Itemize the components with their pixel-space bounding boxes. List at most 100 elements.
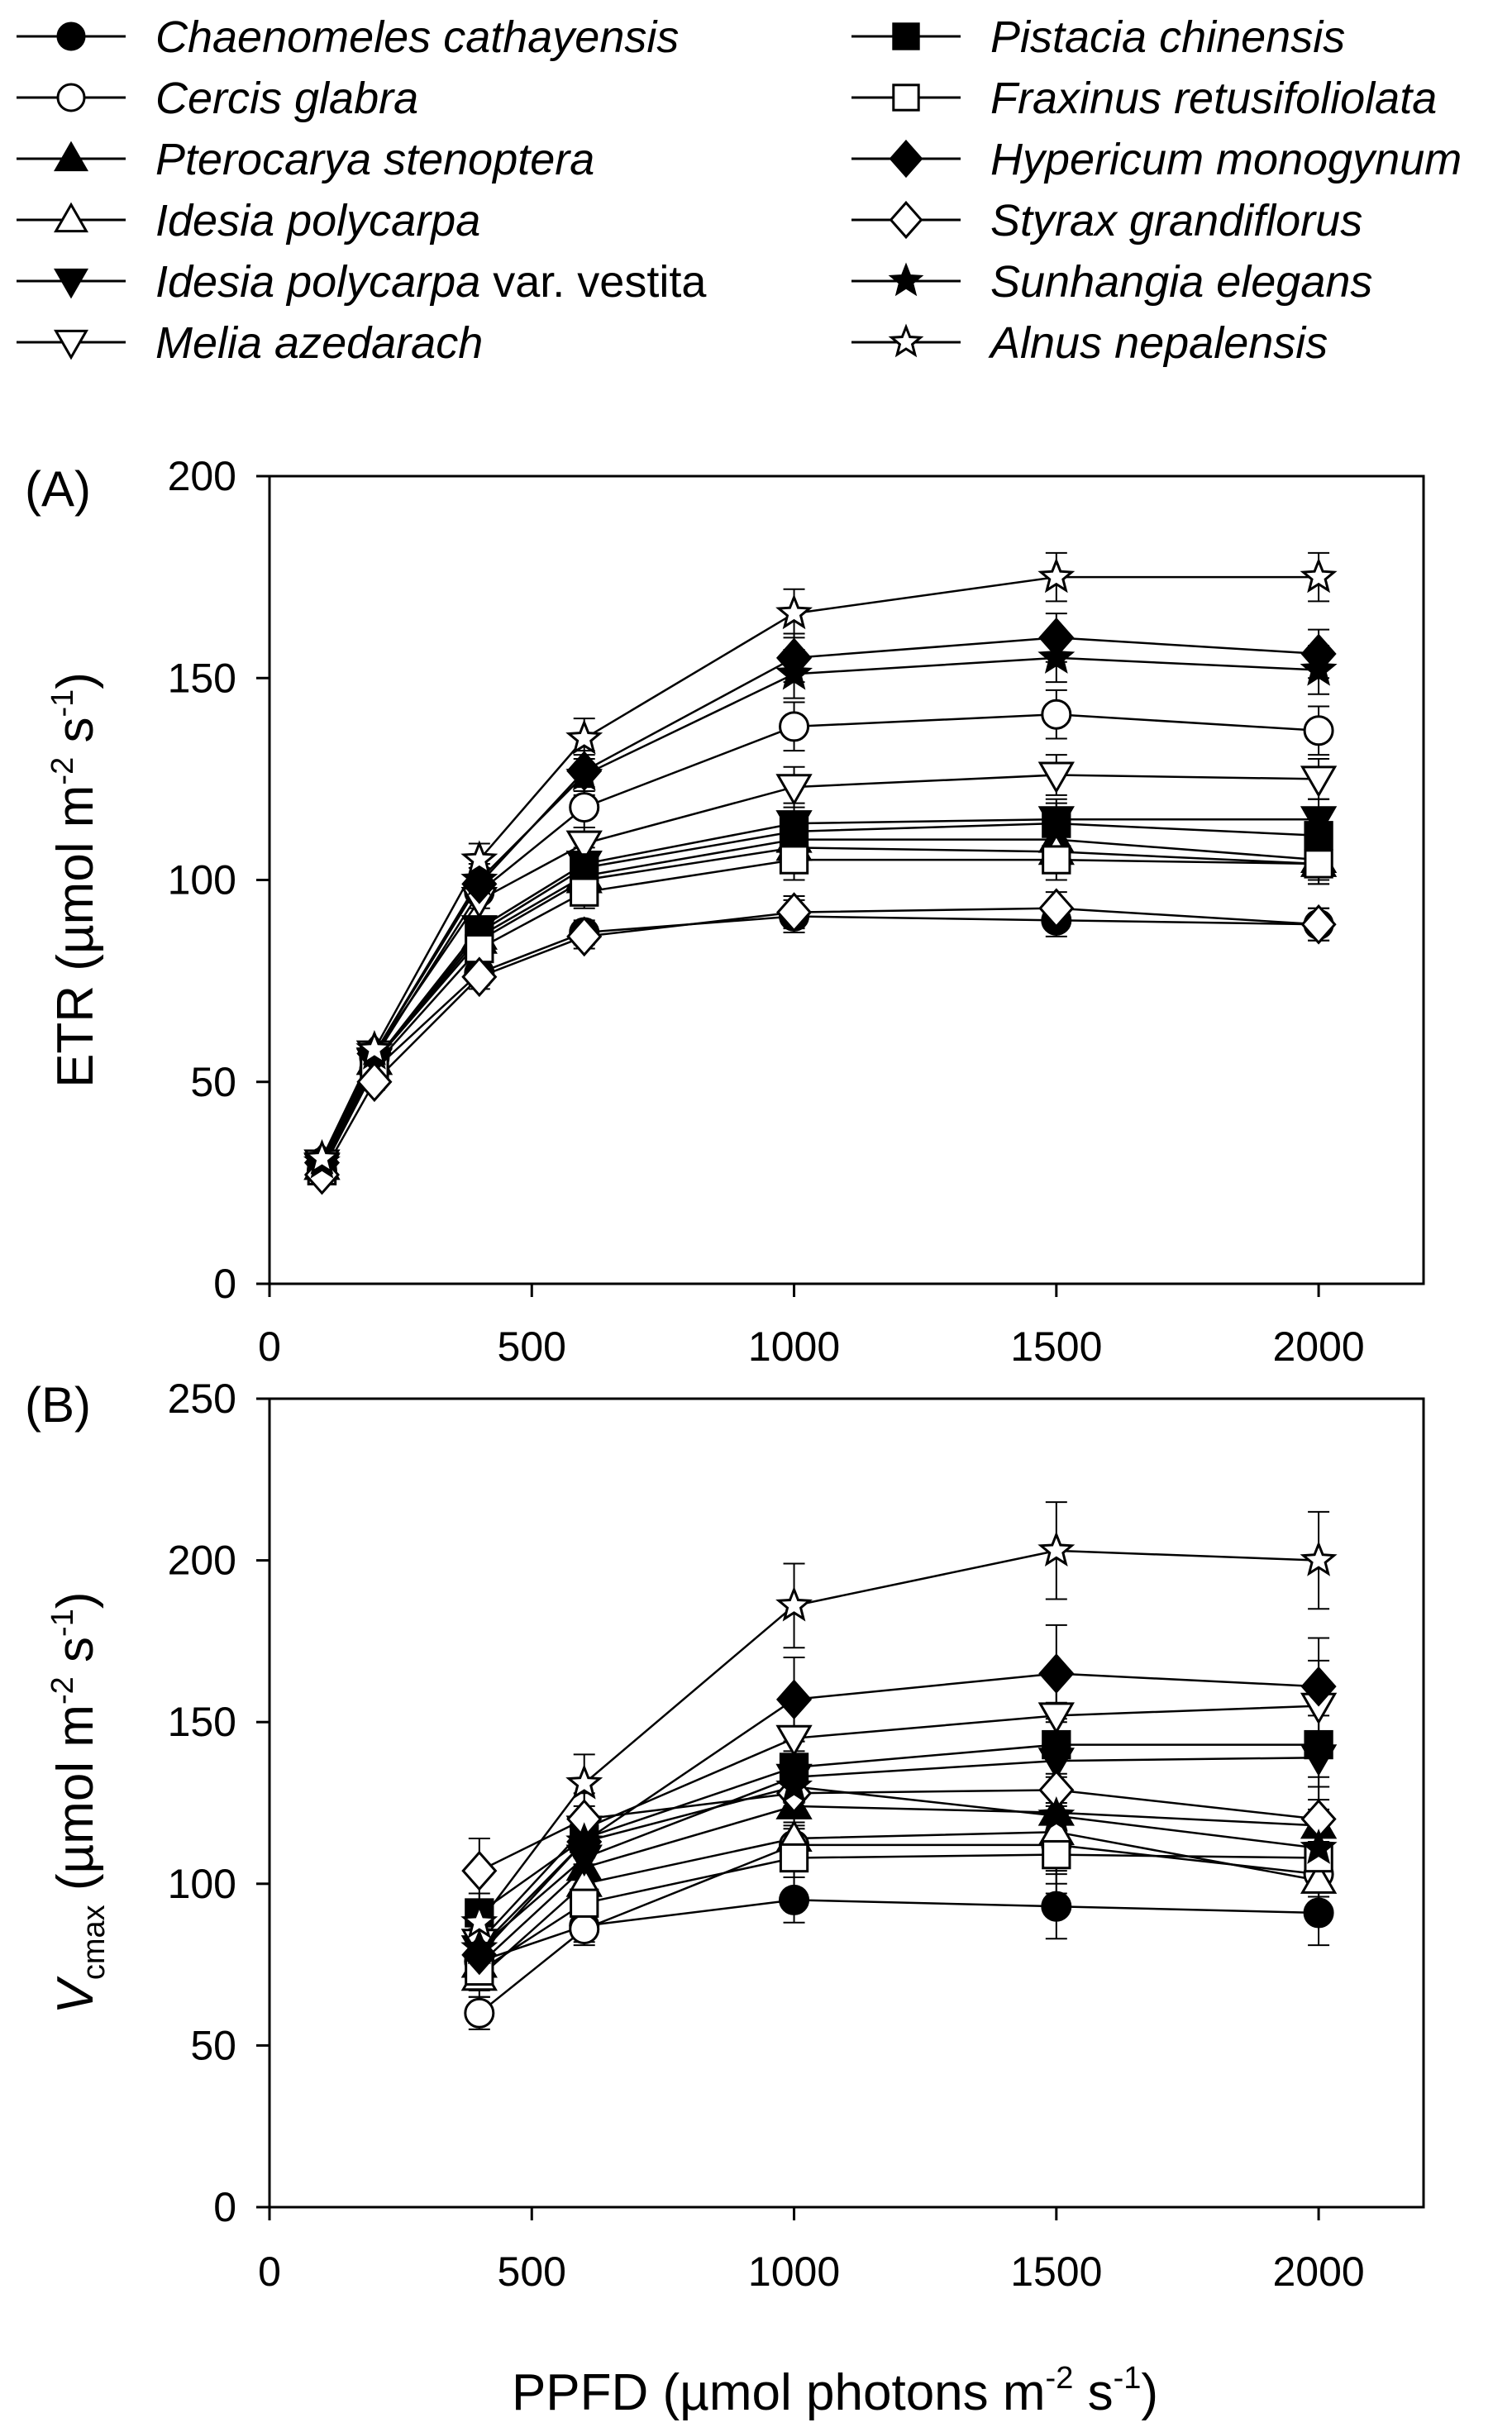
panel-a-point-styrax-grandiflorus — [1038, 888, 1075, 929]
panel-a-point-cercis-glabra — [569, 792, 600, 823]
x-title-main: PPFD (µmol photons m — [512, 2364, 1046, 2421]
panel-b-x-tick-label: 2000 — [1272, 2248, 1364, 2295]
panel-b-line-cercis-glabra — [479, 1843, 1319, 2015]
legend-cercis-glabra-entry: Cercis glabra — [17, 74, 418, 123]
panel-a-x-tick-label: 500 — [498, 1323, 566, 1370]
panel-b-line-fraxinus-retusifoliolata — [479, 1853, 1319, 1972]
panel-b-x-tick-label: 0 — [258, 2248, 281, 2295]
panel-a-point-melia-azedarach — [775, 774, 813, 806]
panel-a-point-sunhangia-elegans — [460, 860, 498, 896]
legend-pterocarya-stenoptera-label: Pterocarya stenoptera — [155, 135, 594, 184]
x-title-sup1: -2 — [1046, 2361, 1074, 2396]
panel-a-frame — [268, 474, 1425, 1285]
panel-a-x-tick-label: 0 — [258, 1323, 281, 1370]
panel-b-y-tick-label: 100 — [168, 1861, 236, 1907]
legend-fraxinus-retusifoliolata-label: Fraxinus retusifoliolata — [990, 74, 1437, 123]
panel-a-point-alnus-nepalensis — [303, 1138, 341, 1175]
legend-styrax-grandiflorus-marker — [889, 200, 923, 240]
panel-a-point-sunhangia-elegans — [1300, 650, 1338, 686]
legend-fraxinus-retusifoliolata-marker — [892, 83, 920, 112]
legend-melia-azedarach-marker — [54, 329, 88, 360]
panel-a-line-fraxinus-retusifoliolata — [321, 858, 1319, 1171]
panel-b-point-styrax-grandiflorus — [461, 1850, 498, 1891]
panel-b-point-alnus-nepalensis — [1037, 1531, 1076, 1566]
panel-a-point-cercis-glabra — [1303, 715, 1334, 746]
legend-melia-azedarach-label-name: Melia azedarach — [155, 318, 483, 368]
panel-b-line-alnus-nepalensis — [478, 1549, 1319, 1924]
panel-a-x-tick-label: 1000 — [748, 1323, 840, 1370]
legend-idesia-polycarpa-var-vestita-marker — [54, 268, 88, 299]
panel-b-point-chaenomeles-cathayensis — [1303, 1897, 1334, 1929]
panel-a-point-pistacia-chinensis — [1304, 821, 1333, 851]
panel-a-point-styrax-grandiflorus — [1300, 904, 1337, 945]
panel-a-point-alnus-nepalensis — [460, 840, 498, 876]
panel-b-point-pistacia-chinensis — [1042, 1729, 1071, 1760]
legend-cercis-glabra-label: Cercis glabra — [155, 74, 418, 123]
legend-melia-azedarach-entry: Melia azedarach — [17, 318, 483, 368]
legend-sunhangia-elegans-entry: Sunhangia elegans — [851, 257, 1372, 307]
panel-b-point-sunhangia-elegans — [1037, 1796, 1076, 1832]
panel-a-point-fraxinus-retusifoliolata — [1042, 845, 1071, 875]
panel-b: 0 500 1000 1500 2000 0 50 100 150 200 250 (B) Vcmax … — [25, 1376, 1425, 2295]
legend-hypericum-monogynum-entry: Hypericum monogynum — [851, 135, 1462, 184]
panel-a-x-tick-label: 2000 — [1272, 1323, 1364, 1370]
panel-b-point-chaenomeles-cathayensis — [1041, 1891, 1072, 1922]
panel-a-y-title-s: s — [47, 718, 104, 757]
legend-idesia-polycarpa-label-name: Idesia polycarpa — [155, 196, 480, 246]
panel-a-point-sunhangia-elegans — [1037, 638, 1076, 674]
panel-a-point-cercis-glabra — [779, 711, 810, 742]
panel-b-y-title-end: ) — [47, 1591, 104, 1609]
panel-a-point-pistacia-chinensis — [1042, 808, 1071, 838]
panel-a-point-pistacia-chinensis — [570, 853, 599, 883]
legend-cercis-glabra-marker — [56, 83, 86, 112]
panel-b-y-tick-label: 250 — [168, 1376, 236, 1422]
panel-b-line-melia-azedarach — [478, 1705, 1319, 1943]
panel-b-point-alnus-nepalensis — [1300, 1540, 1338, 1576]
legend-chaenomeles-cathayensis-label: Chaenomeles cathayensis — [155, 12, 679, 62]
panel-b-y-title-s: s — [47, 1637, 104, 1676]
legend-idesia-polycarpa-marker — [54, 202, 88, 233]
panel-a-y-tick-label: 100 — [168, 857, 236, 904]
panel-a-point-alnus-nepalensis — [355, 1030, 394, 1066]
panel-a-point-styrax-grandiflorus — [566, 916, 603, 957]
legend-idesia-polycarpa-label: Idesia polycarpa — [155, 196, 480, 246]
panel-a-label: (A) — [25, 461, 91, 517]
panel-a-y-tick-label: 150 — [168, 655, 236, 701]
panel-b-y-title-sub: cmax — [77, 1905, 112, 1980]
panel-a-point-styrax-grandiflorus — [356, 1061, 393, 1103]
panel-b-point-hypericum-monogynum — [775, 1679, 813, 1720]
panel-a-point-alnus-nepalensis — [1300, 557, 1338, 594]
panel-b-line-idesia-polycarpa — [478, 1830, 1319, 1979]
panel-a-point-cercis-glabra — [1041, 699, 1072, 730]
panel-a-series-markers — [303, 557, 1338, 1195]
legend-fraxinus-retusifoliolata-label-name: Fraxinus retusifoliolata — [990, 74, 1437, 123]
legend-idesia-polycarpa-entry: Idesia polycarpa — [17, 196, 480, 246]
panel-b-x-tick-label: 1500 — [1010, 2248, 1102, 2295]
panel-b-y-title-unit: (µmol m — [47, 1705, 104, 1905]
panel-b-point-sunhangia-elegans — [775, 1767, 813, 1803]
panel-a-y-title-sup1: -2 — [45, 757, 80, 785]
panel-b-y-title-sup1: -2 — [45, 1676, 80, 1705]
panel-a-error-bars — [311, 551, 1330, 1184]
panel-b-point-fraxinus-retusifoliolata — [1042, 1839, 1071, 1870]
panel-b-x-tick-label: 1000 — [748, 2248, 840, 2295]
legend-alnus-nepalensis-label-name: Alnus nepalensis — [988, 318, 1328, 368]
panel-b-point-melia-azedarach — [775, 1724, 813, 1757]
legend-styrax-grandiflorus-entry: Styrax grandiflorus — [851, 196, 1362, 246]
panel-b-point-hypericum-monogynum — [1300, 1666, 1337, 1707]
legend-chaenomeles-cathayensis-entry: Chaenomeles cathayensis — [17, 12, 679, 62]
panel-b-y-axis-title: Vcmax (µmol m-2 s-1) — [45, 1591, 112, 2014]
panel-b-point-cercis-glabra — [569, 1914, 600, 1945]
panel-b-series-markers — [460, 1531, 1338, 2029]
panel-b-y-tick-label: 0 — [213, 2184, 236, 2230]
panel-a-point-melia-azedarach — [1300, 765, 1338, 798]
panel-b-point-melia-azedarach — [1037, 1702, 1075, 1734]
panel-b-point-alnus-nepalensis — [460, 1903, 498, 1938]
panel-b-point-sunhangia-elegans — [565, 1822, 603, 1858]
panel-a-point-styrax-grandiflorus — [303, 1154, 341, 1195]
legend-hypericum-monogynum-label: Hypericum monogynum — [990, 135, 1462, 184]
panel-a-point-melia-azedarach — [1037, 761, 1075, 794]
panel-a-y-title-main: ETR (µmol m — [47, 785, 104, 1088]
